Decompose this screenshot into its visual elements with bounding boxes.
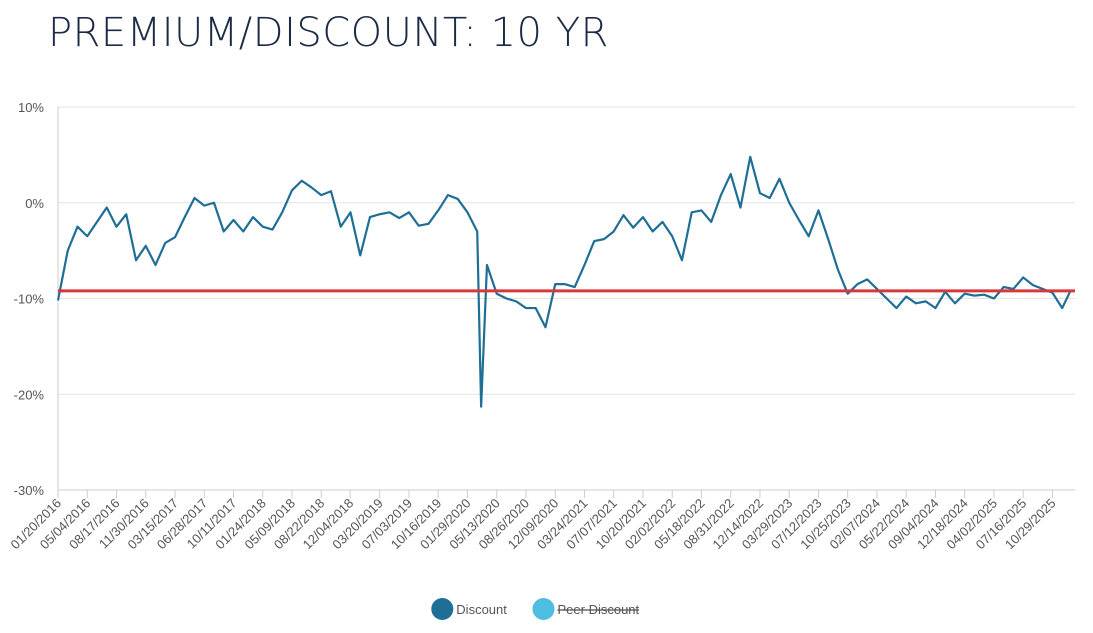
legend-label: Peer Discount	[558, 602, 640, 617]
y-tick-label: 0%	[25, 196, 44, 211]
chart-title: PREMIUM/DISCOUNT: 10 YR	[48, 10, 609, 56]
legend-marker	[532, 598, 555, 620]
y-tick-label: 10%	[18, 100, 44, 115]
legend-marker	[431, 598, 454, 620]
legend-item[interactable]: Peer Discount	[532, 598, 640, 620]
data-line	[56, 155, 1071, 408]
y-tick-label: -30%	[14, 483, 45, 498]
y-tick-label: -10%	[14, 292, 45, 307]
legend-label: Discount	[456, 602, 507, 617]
legend-item[interactable]: Discount	[431, 598, 507, 620]
y-tick-label: -20%	[14, 387, 45, 402]
